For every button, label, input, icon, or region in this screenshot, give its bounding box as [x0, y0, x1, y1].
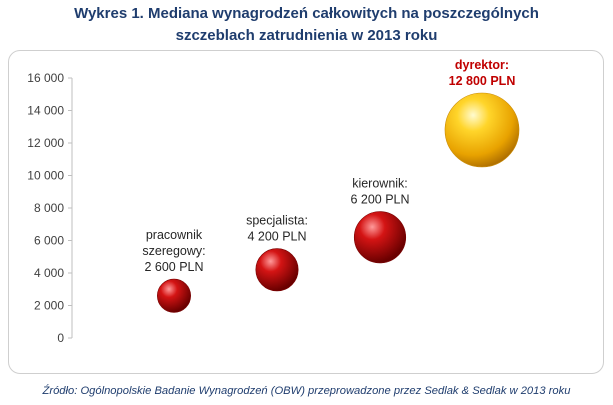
y-tick-label: 14 000: [27, 104, 64, 118]
data-label: 12 800 PLN: [449, 74, 516, 88]
chart-title-line2: szczeblach zatrudnienia w 2013 roku: [175, 27, 438, 44]
y-tick-label: 8 000: [34, 201, 64, 215]
data-label: dyrektor:: [455, 58, 509, 72]
bubble-point: [255, 248, 299, 292]
data-label: kierownik:: [352, 176, 408, 190]
y-tick-label: 2 000: [34, 299, 64, 313]
bubble-point: [353, 211, 407, 264]
data-label: specjalista:: [246, 214, 308, 228]
bubble-point: [157, 278, 191, 313]
y-tick-label: 10 000: [27, 169, 64, 183]
bubble-point: [444, 92, 520, 168]
y-tick-label: 16 000: [27, 71, 64, 85]
data-label: 4 200 PLN: [247, 230, 306, 244]
data-label: pracownik: [146, 228, 203, 242]
source-note: Źródło: Ogólnopolskie Badanie Wynagrodze…: [42, 385, 571, 397]
data-label: szeregowy:: [142, 244, 205, 258]
y-tick-label: 12 000: [27, 136, 64, 150]
data-label: 6 200 PLN: [350, 192, 409, 206]
data-label: 2 600 PLN: [144, 260, 203, 274]
y-tick-label: 6 000: [34, 234, 64, 248]
y-tick-label: 0: [57, 331, 64, 345]
y-tick-label: 4 000: [34, 266, 64, 280]
chart-title-line1: Wykres 1. Mediana wynagrodzeń całkowityc…: [74, 5, 539, 22]
